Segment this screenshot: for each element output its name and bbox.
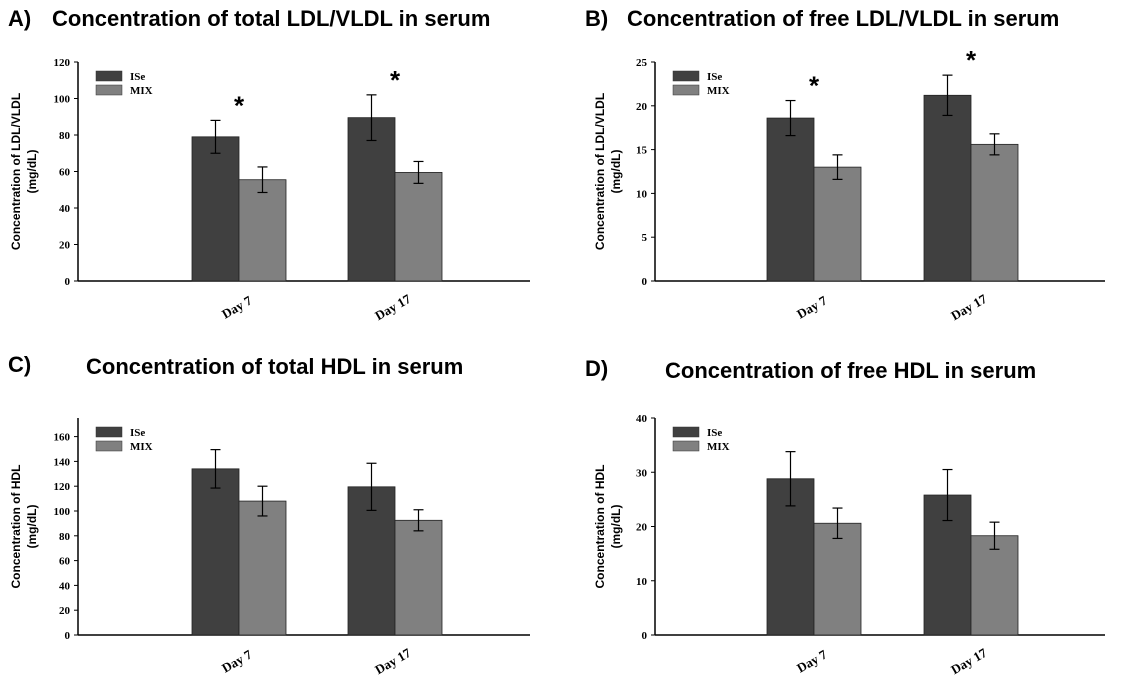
bar-mix-day-7 (238, 179, 287, 282)
y-tick-label: 5 (642, 232, 648, 244)
bar-ise-day-17 (347, 486, 396, 636)
y-axis-label: Concentration of HDL (9, 465, 23, 589)
y-tick-label: 30 (636, 467, 648, 479)
x-category-label: Day 17 (372, 291, 413, 324)
bar-mix-day-7 (238, 500, 287, 636)
y-tick-label: 20 (59, 605, 71, 617)
x-category-label: Day 7 (794, 646, 830, 675)
chart-d: 0 10 20 30 40 Concentration of HDL (mg/dL) ISe M… (593, 413, 1105, 677)
legend-swatch-mix (95, 84, 123, 96)
bar-mix-day-17 (970, 535, 1019, 636)
y-axis-unit-label: (mg/dL) (609, 505, 623, 549)
legend-label-mix: MIX (130, 85, 153, 97)
bar-mix-day-17 (394, 172, 443, 282)
legend-label-ise: ISe (130, 71, 145, 83)
chart-title-c: Concentration of total HDL in serum (86, 354, 464, 379)
chart-title-b: Concentration of free LDL/VLDL in serum (627, 6, 1060, 31)
y-tick-label: 20 (59, 240, 71, 252)
bar-mix-day-17 (394, 519, 443, 636)
y-tick-label: 80 (59, 130, 71, 142)
y-axis-unit-label: (mg/dL) (25, 150, 39, 194)
y-tick-label: 120 (54, 57, 71, 69)
legend-label-ise: ISe (707, 427, 722, 439)
bar-ise-day-7 (191, 136, 240, 282)
bar-ise-day-17 (347, 117, 396, 282)
y-axis-unit-label: (mg/dL) (609, 150, 623, 194)
y-tick-label: 40 (59, 203, 71, 215)
y-tick-label: 40 (59, 580, 71, 592)
y-tick-label: 15 (636, 145, 648, 157)
x-category-label: Day 17 (948, 645, 989, 678)
panel-label-d: D) (585, 356, 609, 381)
y-tick-label: 0 (642, 276, 648, 288)
x-category-label: Day 17 (372, 645, 413, 678)
chart-title-a: Concentration of total LDL/VLDL in serum (52, 6, 491, 31)
y-tick-label: 60 (59, 556, 71, 568)
y-tick-label: 140 (54, 456, 71, 468)
bar-mix-day-7 (813, 166, 862, 282)
y-tick-label: 20 (636, 522, 648, 534)
bar-ise-day-17 (923, 94, 972, 282)
legend-swatch-mix (95, 440, 123, 452)
chart-title-d: Concentration of free HDL in serum (665, 358, 1037, 383)
legend-label-ise: ISe (130, 427, 145, 439)
y-tick-label: 0 (65, 630, 71, 642)
y-axis-label: Concentration of LDL/VLDL (9, 93, 23, 250)
bar-ise-day-7 (191, 468, 240, 636)
significance-marker: * (966, 45, 977, 75)
legend-label-mix: MIX (130, 441, 153, 453)
chart-b: 0 5 10 15 20 25 Concentration of LDL/VLDL (mg/d… (593, 45, 1105, 323)
y-tick-label: 80 (59, 531, 71, 543)
x-category-label: Day 7 (219, 292, 255, 321)
significance-marker: * (234, 90, 245, 120)
y-tick-label: 160 (54, 432, 71, 444)
panel-label-b: B) (585, 6, 609, 31)
bar-mix-day-7 (813, 522, 862, 636)
y-axis-label: Concentration of LDL/VLDL (593, 93, 607, 250)
legend-swatch-ise (95, 70, 123, 82)
x-category-label: Day 17 (948, 291, 989, 324)
y-tick-label: 10 (636, 188, 648, 200)
chart-c: 0 20 40 60 80 100 120 140 160 Concentration of HD… (9, 418, 530, 677)
legend-label-ise: ISe (707, 71, 722, 83)
x-category-label: Day 7 (794, 292, 830, 321)
y-tick-label: 100 (54, 94, 71, 106)
y-tick-label: 0 (642, 630, 648, 642)
x-category-label: Day 7 (219, 646, 255, 675)
legend-label-mix: MIX (707, 441, 730, 453)
y-tick-label: 20 (636, 101, 648, 113)
y-axis-label: Concentration of HDL (593, 465, 607, 589)
y-tick-label: 60 (59, 167, 71, 179)
panel-label-a: A) (8, 6, 32, 31)
legend-swatch-ise (672, 426, 700, 438)
bar-mix-day-17 (970, 143, 1019, 282)
y-tick-label: 10 (636, 576, 648, 588)
legend-swatch-ise (672, 70, 700, 82)
y-tick-label: 120 (54, 481, 71, 493)
legend-swatch-ise (95, 426, 123, 438)
legend-swatch-mix (672, 84, 700, 96)
y-tick-label: 40 (636, 413, 648, 425)
chart-a: 0 20 40 60 80 100 120 Concentration of LDL/VLDL… (9, 57, 530, 323)
panel-label-c: C) (8, 352, 32, 377)
y-tick-label: 100 (54, 506, 71, 518)
significance-marker: * (809, 71, 820, 101)
legend-swatch-mix (672, 440, 700, 452)
y-axis-unit-label: (mg/dL) (25, 505, 39, 549)
bar-ise-day-7 (766, 117, 815, 282)
y-tick-label: 0 (65, 276, 71, 288)
significance-marker: * (390, 65, 401, 95)
legend-label-mix: MIX (707, 85, 730, 97)
y-tick-label: 25 (636, 57, 648, 69)
